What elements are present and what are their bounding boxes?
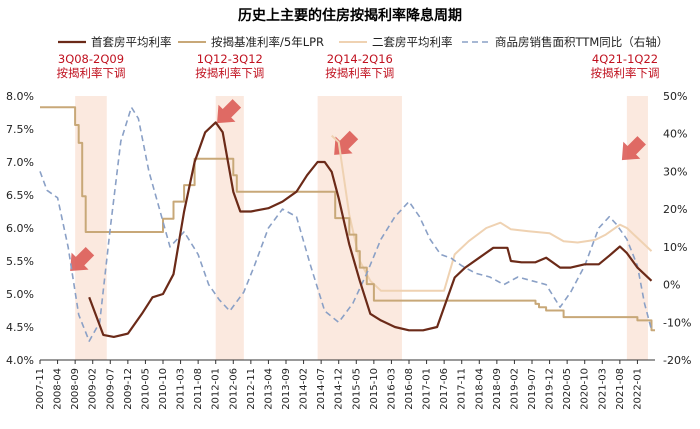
x-axis-tick-label: 2014-07	[316, 368, 327, 410]
x-axis-tick-label: 2010-05	[140, 368, 151, 410]
x-axis-tick-label: 2018-04	[474, 368, 485, 410]
x-axis-tick-label: 2008-04	[53, 368, 64, 410]
x-axis-tick-label: 2011-03	[176, 368, 187, 410]
x-axis-tick-label: 2020-05	[562, 368, 573, 410]
cut-cycle-period-label: 2Q14-2Q16	[327, 52, 393, 66]
down-arrow-shape	[621, 136, 646, 161]
left-axis-tick-label: 6.0%	[6, 222, 34, 235]
cut-cycle-period-label: 4Q21-1Q22	[592, 52, 658, 66]
x-axis-tick-label: 2018-09	[492, 368, 503, 410]
x-axis-tick-label: 2012-01	[211, 368, 222, 410]
x-axis-tick-label: 2009-12	[123, 368, 134, 410]
right-axis-tick-label: 20%	[663, 203, 687, 216]
x-axis-tick-label: 2009-07	[105, 368, 116, 410]
right-axis-tick-label: 40%	[663, 128, 687, 141]
x-axis-tick-label: 2014-02	[299, 368, 310, 410]
legend-label-base-rate: 按揭基准利率/5年LPR	[211, 35, 324, 49]
down-arrow-icon	[217, 99, 242, 124]
x-axis-tick-label: 2017-06	[439, 368, 450, 410]
series-lines	[39, 106, 655, 342]
x-axis-tick-label: 2009-02	[88, 368, 99, 410]
cut-cycle-band	[317, 96, 402, 360]
cut-cycle-bands	[75, 96, 648, 360]
x-axis-tick-label: 2016-08	[404, 368, 415, 410]
x-axis-tick-label: 2020-10	[580, 368, 591, 410]
down-arrow-shape	[70, 246, 95, 271]
series-line-first-home	[88, 121, 653, 338]
legend: 首套房平均利率 按揭基准利率/5年LPR 二套房平均利率 商品房销售面积TTM同…	[58, 35, 668, 49]
left-axis-tick-label: 4.5%	[6, 321, 34, 334]
x-axis-tick-label: 2012-06	[228, 368, 239, 410]
x-axis-tick-label: 2021-08	[615, 368, 626, 410]
right-axis-ticks: -20% -10% 0% 10% 20% 30% 40% 50%	[663, 90, 691, 367]
left-axis-ticks: 4.0% 4.5% 5.0% 5.5% 6.0% 6.5% 7.0% 7.5% 8.0%	[6, 90, 34, 367]
cut-cycle-band	[75, 96, 107, 360]
right-axis-tick-label: 0%	[663, 279, 680, 292]
right-axis-tick-label: 30%	[663, 165, 687, 178]
right-axis-tick-label: -10%	[663, 316, 691, 329]
down-arrow-shape	[217, 99, 242, 124]
x-axis-tick-label: 2012-11	[246, 368, 257, 410]
down-arrow-icon	[70, 246, 95, 271]
left-axis-tick-label: 7.5%	[6, 123, 34, 136]
axes: 4.0% 4.5% 5.0% 5.5% 6.0% 6.5% 7.0% 7.5% 8.0% -20…	[6, 90, 691, 410]
left-axis-tick-label: 4.0%	[6, 354, 34, 367]
left-axis-tick-label: 7.0%	[6, 156, 34, 169]
down-arrow-icon	[621, 136, 646, 161]
x-axis-tick-label: 2016-03	[386, 368, 397, 410]
x-axis-tick-label: 2019-12	[545, 368, 556, 410]
cut-cycle-caption-label: 按揭利率下调	[591, 66, 660, 80]
series-line-second-home	[331, 134, 653, 292]
cut-cycle-caption-label: 按揭利率下调	[56, 66, 125, 80]
left-axis-tick-label: 8.0%	[6, 90, 34, 103]
legend-label-second-home: 二套房平均利率	[372, 35, 453, 49]
x-axis-tick-label: 2017-11	[457, 368, 468, 410]
x-axis-tick-label: 2013-09	[281, 368, 292, 410]
chart-title: 历史上主要的住房按揭利率降息周期	[238, 7, 462, 24]
legend-label-first-home: 首套房平均利率	[91, 35, 172, 49]
x-axis-tick-label: 2007-11	[35, 368, 46, 410]
x-axis-tick-label: 2015-05	[351, 368, 362, 410]
x-axis-ticks: 2007-11 2008-04 2008-09 2009-02 2009-07 2009-…	[35, 360, 643, 410]
left-axis-tick-label: 5.5%	[6, 255, 34, 268]
left-axis-tick-label: 5.0%	[6, 288, 34, 301]
right-axis-tick-label: -20%	[663, 354, 691, 367]
left-axis-tick-label: 6.5%	[6, 189, 34, 202]
x-axis-tick-label: 2021-03	[597, 368, 608, 410]
x-axis-tick-label: 2017-01	[422, 368, 433, 410]
x-axis-tick-label: 2008-09	[70, 368, 81, 410]
x-axis-tick-label: 2013-04	[263, 368, 274, 410]
x-axis-tick-label: 2011-08	[193, 368, 204, 410]
cut-cycle-band	[215, 96, 244, 360]
cut-cycle-caption-label: 按揭利率下调	[195, 66, 264, 80]
x-axis-tick-label: 2015-10	[369, 368, 380, 410]
x-axis-tick-label: 2010-10	[158, 368, 169, 410]
cut-cycle-period-label: 3Q08-2Q09	[58, 52, 124, 66]
right-axis-tick-label: 50%	[663, 90, 687, 103]
right-axis-tick-label: 10%	[663, 241, 687, 254]
cut-cycle-period-label: 1Q12-3Q12	[197, 52, 263, 66]
cut-cycle-caption-label: 按揭利率下调	[325, 66, 394, 80]
x-axis-tick-label: 2019-02	[509, 368, 520, 410]
x-axis-tick-label: 2014-12	[334, 368, 345, 410]
x-axis-tick-label: 2022-01	[632, 368, 643, 410]
legend-label-sales: 商品房销售面积TTM同比（右轴）	[495, 35, 668, 49]
x-axis-tick-label: 2019-07	[527, 368, 538, 410]
